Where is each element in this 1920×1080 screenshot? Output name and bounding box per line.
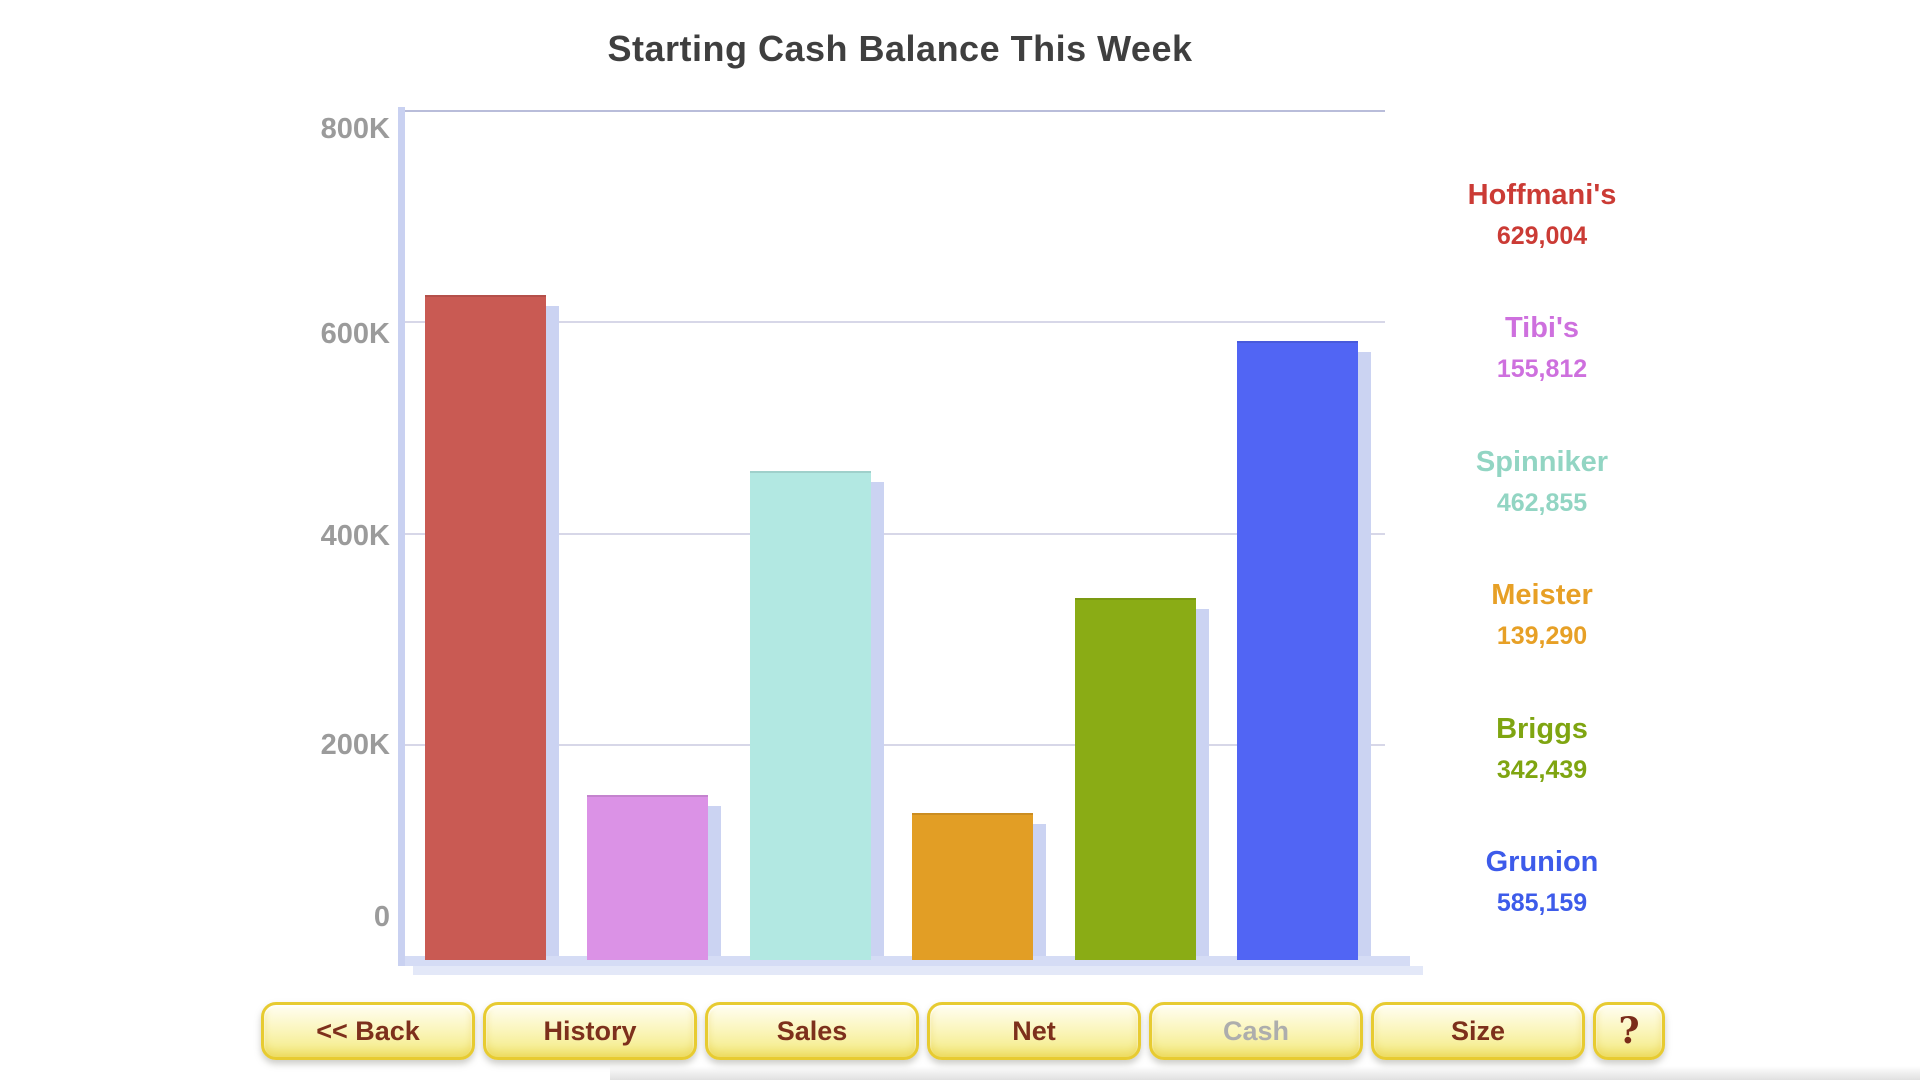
legend-entry: Meister 139,290 <box>1392 578 1692 651</box>
legend-value-briggs: 342,439 <box>1496 756 1588 784</box>
bar-tibi-s <box>587 795 708 960</box>
legend-value-tibi-s: 155,812 <box>1496 355 1588 383</box>
bottom-shadow-strip <box>610 1066 1920 1080</box>
legend-name-tibi-s: Tibi's <box>1504 312 1580 344</box>
legend-name-briggs: Briggs <box>1496 713 1588 745</box>
legend-value-spinniker: 462,855 <box>1496 489 1588 517</box>
back-button[interactable]: << Back <box>261 1002 475 1060</box>
legend-name-spinniker: Spinniker <box>1475 446 1609 478</box>
chart-title: Starting Cash Balance This Week <box>607 28 1193 69</box>
legend-value-meister: 139,290 <box>1496 622 1588 650</box>
y-tick-label: 200K <box>320 729 390 761</box>
y-tick-label: 800K <box>320 113 390 145</box>
size-button[interactable]: Size <box>1371 1002 1585 1060</box>
x-axis-line <box>400 956 1410 966</box>
gridline <box>400 533 1385 535</box>
legend-entry: Tibi's 155,812 <box>1392 311 1692 384</box>
legend-value-grunion: 585,159 <box>1496 889 1588 917</box>
legend-name-hoffmani-s: Hoffmani's <box>1467 179 1617 211</box>
legend-name-grunion: Grunion <box>1485 846 1599 878</box>
help-button[interactable]: ? <box>1593 1002 1665 1060</box>
legend-entry: Grunion 585,159 <box>1392 845 1692 918</box>
y-tick-label: 600K <box>320 318 390 350</box>
y-tick-label: 400K <box>320 520 390 552</box>
gridline <box>400 744 1385 746</box>
legend-entry: Hoffmani's 629,004 <box>1392 178 1692 251</box>
net-button[interactable]: Net <box>927 1002 1141 1060</box>
gridline <box>400 321 1385 323</box>
history-button[interactable]: History <box>483 1002 697 1060</box>
x-axis-shadow <box>413 966 1423 975</box>
bar-grunion <box>1237 341 1358 960</box>
legend-value-hoffmani-s: 629,004 <box>1496 222 1588 250</box>
bar-briggs <box>1075 598 1196 960</box>
y-axis-line <box>398 107 405 966</box>
cash-button[interactable]: Cash <box>1149 1002 1363 1060</box>
sales-button[interactable]: Sales <box>705 1002 919 1060</box>
gridline <box>400 110 1385 112</box>
bar-meister <box>912 813 1033 960</box>
bar-spinniker <box>750 471 871 960</box>
legend-entry: Spinniker 462,855 <box>1392 445 1692 518</box>
y-tick-label: 0 <box>373 901 390 933</box>
legend-name-meister: Meister <box>1491 579 1593 611</box>
legend-entry: Briggs 342,439 <box>1392 712 1692 785</box>
bar-hoffmani-s <box>425 295 546 960</box>
